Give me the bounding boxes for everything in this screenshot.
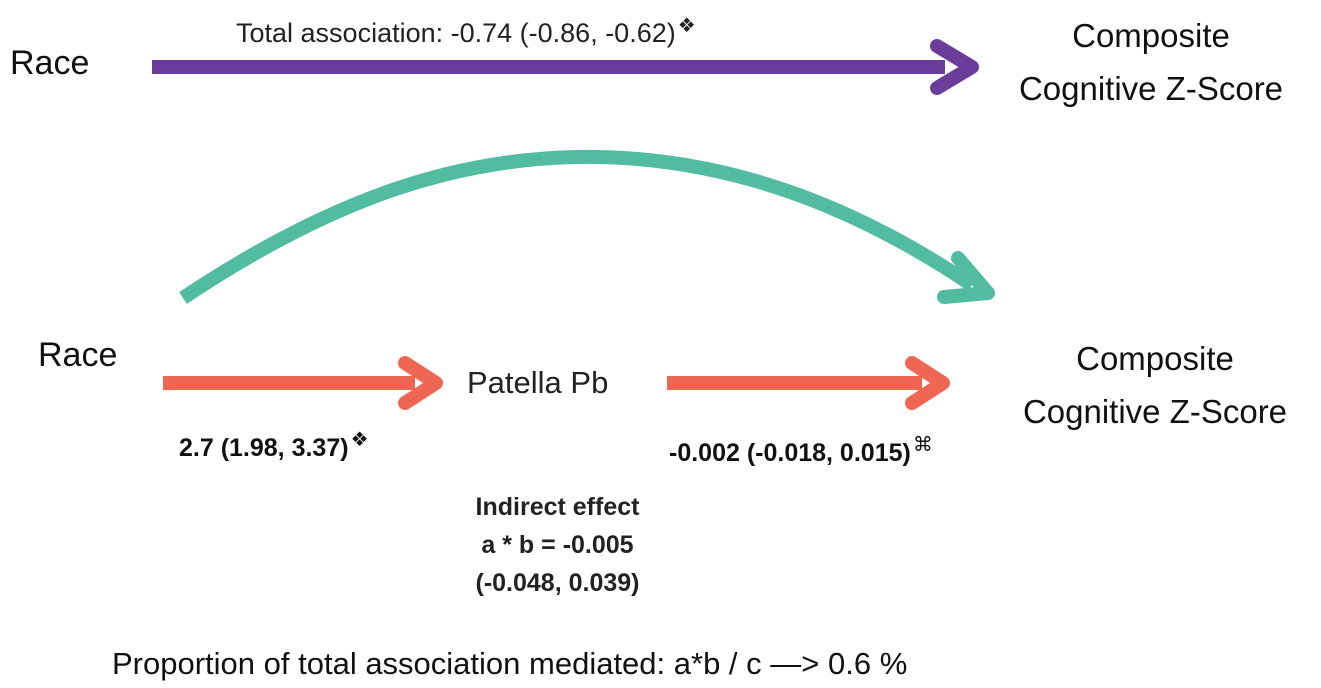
mediator-node: Patella Pb — [467, 365, 609, 400]
mediation-target-line2: Cognitive Z-Score — [1022, 393, 1288, 430]
path-a-arrow — [163, 356, 443, 410]
mediation-target-node: Composite Cognitive Z-Score — [1004, 332, 1306, 438]
indirect-effect-title: Indirect effect — [475, 493, 640, 521]
path-a-coefficient: 2.7 (1.98, 3.37) ❖ — [179, 427, 369, 463]
path-b-text: -0.002 (-0.018, 0.015) — [669, 439, 911, 467]
indirect-effect-block: Indirect effect a * b = -0.005 (-0.048, … — [405, 488, 710, 602]
top-target-line2: Cognitive Z-Score — [1018, 70, 1284, 107]
command-symbol-icon: ⌘ — [912, 434, 933, 456]
significance-diamond-icon: ❖ — [677, 15, 696, 37]
indirect-effect-value: a * b = -0.005 — [481, 531, 634, 559]
significance-diamond-icon: ❖ — [350, 429, 369, 451]
direct-effect-arrow — [179, 149, 995, 304]
proportion-mediated-text: Proportion of total association mediated… — [112, 646, 908, 681]
top-target-line1: Composite — [1072, 17, 1230, 54]
total-association-label: Total association: -0.74 (-0.86, -0.62) ❖ — [236, 13, 696, 49]
indirect-effect-ci: (-0.048, 0.039) — [475, 569, 640, 597]
mediation-target-line1: Composite — [1076, 340, 1234, 377]
path-a-text: 2.7 (1.98, 3.37) — [179, 434, 349, 462]
path-b-arrow — [667, 356, 950, 410]
total-association-text: Total association: -0.74 (-0.86, -0.62) — [236, 18, 676, 48]
top-source-node: Race — [10, 44, 90, 82]
total-association-arrow — [152, 39, 979, 95]
path-b-coefficient: -0.002 (-0.018, 0.015) ⌘ — [669, 432, 933, 468]
top-target-node: Composite Cognitive Z-Score — [1000, 9, 1302, 115]
mediation-source-node: Race — [38, 336, 118, 374]
